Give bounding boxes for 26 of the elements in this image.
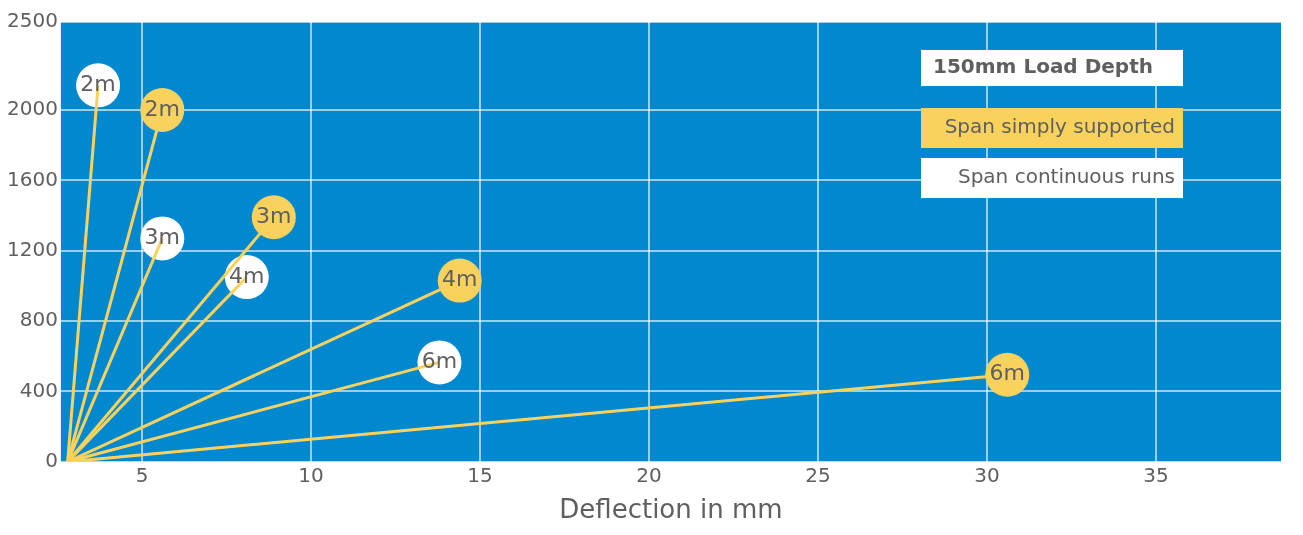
annotation: 6m	[421, 348, 458, 374]
annotation: 6m	[989, 360, 1025, 386]
y-tick-label: 0	[45, 448, 58, 472]
x-tick-label: 5	[135, 463, 149, 487]
x-tick-label: 20	[636, 463, 662, 487]
x-tick-label: 35	[1143, 463, 1169, 487]
x-tick-label: 15	[467, 463, 493, 487]
x-tick-label: 10	[298, 463, 324, 487]
y-tick-label: 400	[19, 377, 58, 402]
x-tick-label: 30	[974, 463, 1000, 487]
annotation: 2m	[80, 71, 116, 97]
annotation: 2m	[144, 95, 181, 121]
y-tick-label: 2000	[6, 96, 58, 121]
text: Span simply supported	[944, 114, 1175, 139]
annotation: 4m	[441, 266, 478, 292]
annotation: 3m	[256, 202, 292, 228]
annotation: 3m	[144, 224, 181, 250]
y-tick-label: 800	[19, 307, 58, 332]
text: Span continuous runs	[957, 164, 1175, 189]
y-tick-label: 2500	[6, 8, 58, 33]
annotation: 4m	[229, 262, 265, 288]
legend-title: 150mm Load Depth	[933, 54, 1153, 79]
y-tick-label: 1200	[6, 236, 58, 261]
y-tick-label: 1600	[6, 166, 58, 191]
x-axis-title: Deflection in mm	[559, 494, 783, 525]
x-tick-label: 25	[805, 463, 831, 487]
